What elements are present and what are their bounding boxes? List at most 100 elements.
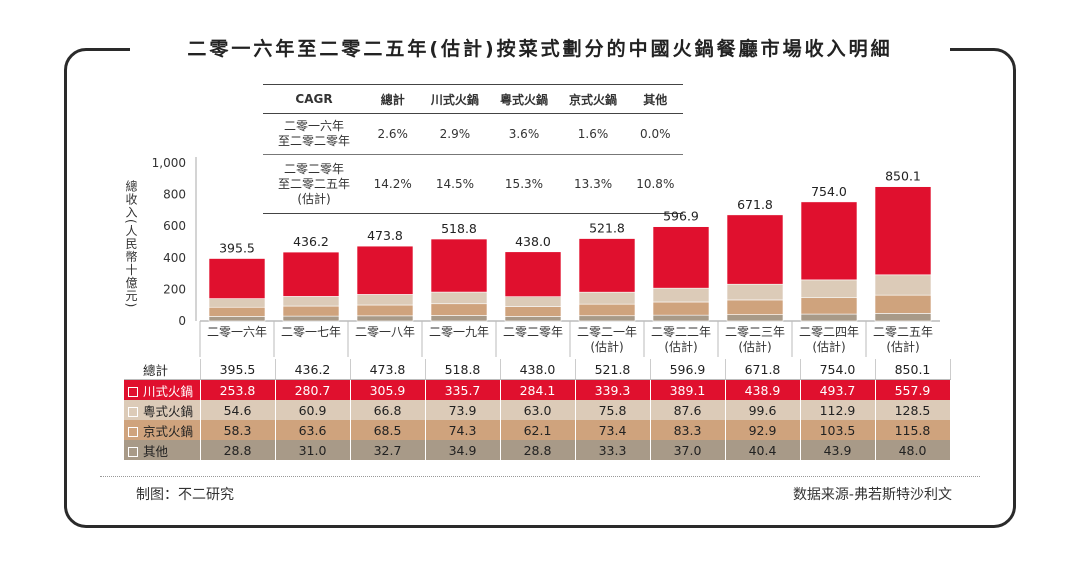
bar-segment [578, 303, 636, 317]
row-label-text: 川式火鍋 [143, 383, 194, 399]
value-cell: 115.8 [875, 420, 951, 440]
bar-segment [800, 313, 858, 322]
bar-segment [504, 251, 562, 297]
value-cell: 112.9 [800, 400, 876, 420]
bar-segment [652, 301, 710, 316]
value-cell: 335.7 [425, 379, 501, 400]
row-label: 川式火鍋 [124, 379, 201, 400]
bar-segment [652, 287, 710, 303]
value-cell: 34.9 [425, 440, 501, 460]
bar-segment [874, 186, 932, 276]
bar-segment [726, 283, 784, 301]
legend-swatch [128, 447, 138, 457]
bar-total-label: 671.8 [737, 197, 773, 212]
cagr-value: 14.5% [420, 154, 490, 214]
x-tick-label: 二零一六年 [207, 325, 267, 339]
value-cell: 305.9 [350, 379, 426, 400]
cagr-header: 川式火鍋 [420, 84, 490, 114]
bar-total-label: 596.9 [663, 209, 699, 224]
bar-segment [356, 294, 414, 306]
bar-segment [282, 251, 340, 297]
value-cell: 128.5 [875, 400, 951, 420]
value-cell: 74.3 [425, 420, 501, 440]
y-tick-label: 400 [163, 251, 186, 265]
row-label: 總計 [124, 359, 201, 380]
x-tick-label: 二零二二年 [651, 325, 711, 339]
total-cell: 473.8 [350, 359, 426, 380]
value-cell: 438.9 [725, 379, 801, 400]
bar-segment [430, 291, 488, 305]
x-tick-label: 二零一九年 [429, 325, 489, 339]
legend-spacer [128, 366, 138, 376]
value-cell: 31.0 [275, 440, 351, 460]
value-cell: 60.9 [275, 400, 351, 420]
legend-swatch [128, 387, 138, 397]
cagr-header: 總計 [365, 84, 421, 114]
x-tick-label: 二零一八年 [355, 325, 415, 339]
cagr-value: 10.8% [627, 154, 683, 214]
bar-segment [504, 306, 562, 317]
chart-title: 二零一六年至二零二五年(估計)按菜式劃分的中國火鍋餐廳市場收入明細 [130, 36, 950, 62]
cagr-row-label: 二零一六年 至二零二零年 [263, 113, 365, 155]
bar-total-label: 850.1 [885, 169, 921, 184]
data-row-cantonese: 粵式火鍋 54.6 60.9 66.8 73.9 63.0 75.8 87.6 … [124, 400, 951, 420]
bar-total-label: 473.8 [367, 228, 403, 243]
x-tick-label: 二零二三年 [725, 325, 785, 339]
data-row-sichuan: 川式火鍋 253.8 280.7 305.9 335.7 284.1 339.3… [124, 379, 951, 400]
bar-segment [356, 245, 414, 295]
value-cell: 557.9 [875, 379, 951, 400]
bar-segment [430, 238, 488, 293]
bar-segment [208, 258, 266, 299]
cagr-table: CAGR 總計 川式火鍋 粵式火鍋 京式火鍋 其他 二零一六年 至二零二零年 2… [263, 84, 683, 214]
x-tick-label: (估計) [590, 339, 623, 354]
value-cell: 54.6 [200, 400, 276, 420]
bar-segment [652, 314, 710, 322]
row-label: 粵式火鍋 [124, 400, 201, 420]
value-cell: 28.8 [200, 440, 276, 460]
y-tick-label: 0 [178, 314, 186, 328]
cagr-value: 15.3% [489, 154, 559, 214]
x-tick-label: (估計) [886, 339, 919, 354]
footer-credit: 制图：不二研究 [136, 487, 234, 503]
value-cell: 33.3 [575, 440, 651, 460]
bar-segment [356, 315, 414, 322]
total-cell: 850.1 [875, 359, 951, 380]
footer-source: 数据来源-弗若斯特沙利文 [792, 487, 952, 503]
bar-segment [504, 316, 562, 322]
bar-segment [800, 279, 858, 299]
value-cell: 73.4 [575, 420, 651, 440]
legend-swatch [128, 427, 138, 437]
cagr-value: 13.3% [558, 154, 628, 214]
cagr-value: 1.6% [558, 113, 628, 155]
bar-segment [800, 201, 858, 281]
value-cell: 389.1 [650, 379, 726, 400]
x-tick-label: 二零二四年 [799, 325, 859, 339]
value-cell: 280.7 [275, 379, 351, 400]
bar-segment [430, 303, 488, 316]
value-cell: 83.3 [650, 420, 726, 440]
bar-total-label: 438.0 [515, 234, 551, 249]
cagr-row-label: 二零二零年 至二零二五年 (估計) [263, 154, 365, 214]
legend-swatch [128, 407, 138, 417]
data-row-other: 其他 28.8 31.0 32.7 34.9 28.8 33.3 37.0 40… [124, 440, 951, 460]
bar-segment [726, 299, 784, 315]
total-cell: 395.5 [200, 359, 276, 380]
value-cell: 37.0 [650, 440, 726, 460]
bar-segment [282, 315, 340, 322]
bar-total-label: 521.8 [589, 221, 625, 236]
value-cell: 58.3 [200, 420, 276, 440]
bar-total-label: 436.2 [293, 234, 329, 249]
bar-segment [726, 214, 784, 285]
footer-divider [100, 476, 980, 477]
cagr-value: 2.6% [365, 113, 421, 155]
cagr-label-line: 至二零二五年 [277, 176, 350, 191]
x-tick-label: (估計) [664, 339, 697, 354]
data-row-total: 總計 395.5 436.2 473.8 518.8 438.0 521.8 5… [124, 359, 951, 380]
bar-segment [726, 314, 784, 322]
cagr-label-line: 二零一六年 [283, 119, 344, 133]
x-tick-label: 二零二五年 [873, 325, 933, 339]
value-cell: 68.5 [350, 420, 426, 440]
cagr-value: 2.9% [420, 113, 490, 155]
value-cell: 493.7 [800, 379, 876, 400]
